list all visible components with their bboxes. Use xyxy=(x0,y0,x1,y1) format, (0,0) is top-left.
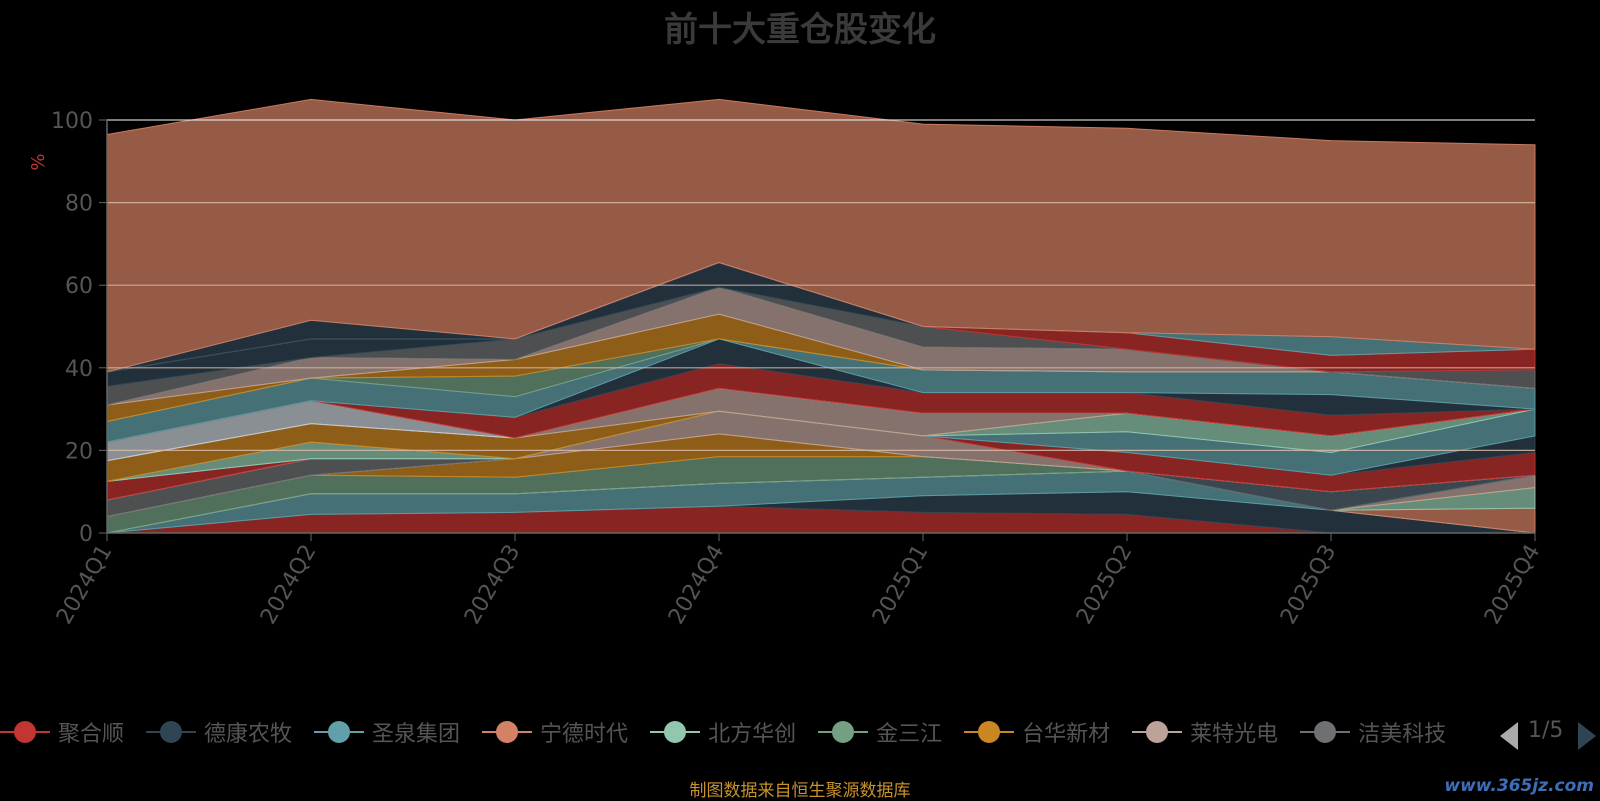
x-tick-label: 2025Q2 xyxy=(1072,541,1137,629)
legend-item[interactable]: 台华新材 xyxy=(964,716,1110,752)
grid-layer xyxy=(107,119,1535,451)
legend-swatch-icon xyxy=(146,719,197,745)
legend-prev-page-button[interactable] xyxy=(1500,722,1518,750)
legend-item[interactable]: 莱特光电 xyxy=(1132,716,1278,752)
stacked-area-chart: 0 20 40 60 80 100 2024Q1 2024Q2 2024Q3 2024Q4 2025… xyxy=(28,98,1545,629)
x-tick-label: 2024Q2 xyxy=(256,541,321,629)
legend-item[interactable]: 聚合顺 xyxy=(0,716,124,752)
legend-swatch-icon xyxy=(964,719,1015,745)
legend: 聚合顺 德康农牧 圣泉集团 宁德时代 北方华创 金三江 台华新材 莱特光电 洁美科技 xyxy=(0,716,1480,752)
x-tick-label: 2025Q4 xyxy=(1480,541,1545,629)
area-series-29 xyxy=(106,98,1536,373)
legend-swatch-icon xyxy=(1300,719,1351,745)
y-tick-label: 60 xyxy=(65,274,93,299)
legend-swatch-icon xyxy=(0,719,50,745)
y-axis-label: % xyxy=(28,153,49,170)
data-source-note: 制图数据来自恒生聚源数据库 xyxy=(689,781,911,801)
legend-label: 北方华创 xyxy=(708,722,797,747)
y-tick-label: 80 xyxy=(65,192,93,217)
legend-item[interactable]: 宁德时代 xyxy=(482,716,628,752)
chart-title: 前十大重仓股变化 xyxy=(664,10,936,50)
legend-pager: 1/5 xyxy=(1490,716,1600,752)
y-tick-label: 20 xyxy=(65,439,93,464)
x-tick-label: 2025Q1 xyxy=(868,541,933,629)
legend-page-indicator: 1/5 xyxy=(1528,718,1564,743)
y-tick-label: 100 xyxy=(51,109,93,134)
y-tick-label: 0 xyxy=(79,522,93,547)
x-tick-label: 2025Q3 xyxy=(1276,541,1341,629)
legend-swatch-icon xyxy=(818,719,869,745)
x-tick-label: 2024Q3 xyxy=(460,541,525,629)
watermark: www.365jz.com xyxy=(1444,776,1594,796)
x-tick-label: 2024Q4 xyxy=(664,541,729,629)
legend-item[interactable]: 北方华创 xyxy=(650,716,796,752)
legend-label: 德康农牧 xyxy=(204,722,293,747)
legend-swatch-icon xyxy=(482,719,533,745)
legend-label: 宁德时代 xyxy=(540,722,629,747)
y-tick-label: 40 xyxy=(65,357,93,382)
legend-label: 莱特光电 xyxy=(1190,722,1279,747)
legend-label: 圣泉集团 xyxy=(372,722,461,747)
legend-item[interactable]: 金三江 xyxy=(818,716,942,752)
legend-label: 台华新材 xyxy=(1022,722,1111,747)
legend-swatch-icon xyxy=(314,719,365,745)
x-tick-label: 2024Q1 xyxy=(52,541,117,629)
legend-swatch-icon xyxy=(1132,719,1183,745)
area-layer xyxy=(106,98,1536,534)
legend-item[interactable]: 德康农牧 xyxy=(146,716,292,752)
legend-label: 洁美科技 xyxy=(1358,722,1447,747)
legend-item[interactable]: 洁美科技 xyxy=(1300,716,1446,752)
legend-swatch-icon xyxy=(650,719,701,745)
legend-next-page-button[interactable] xyxy=(1578,722,1596,750)
legend-item[interactable]: 圣泉集团 xyxy=(314,716,460,752)
legend-label: 聚合顺 xyxy=(58,722,125,747)
legend-label: 金三江 xyxy=(876,722,943,747)
